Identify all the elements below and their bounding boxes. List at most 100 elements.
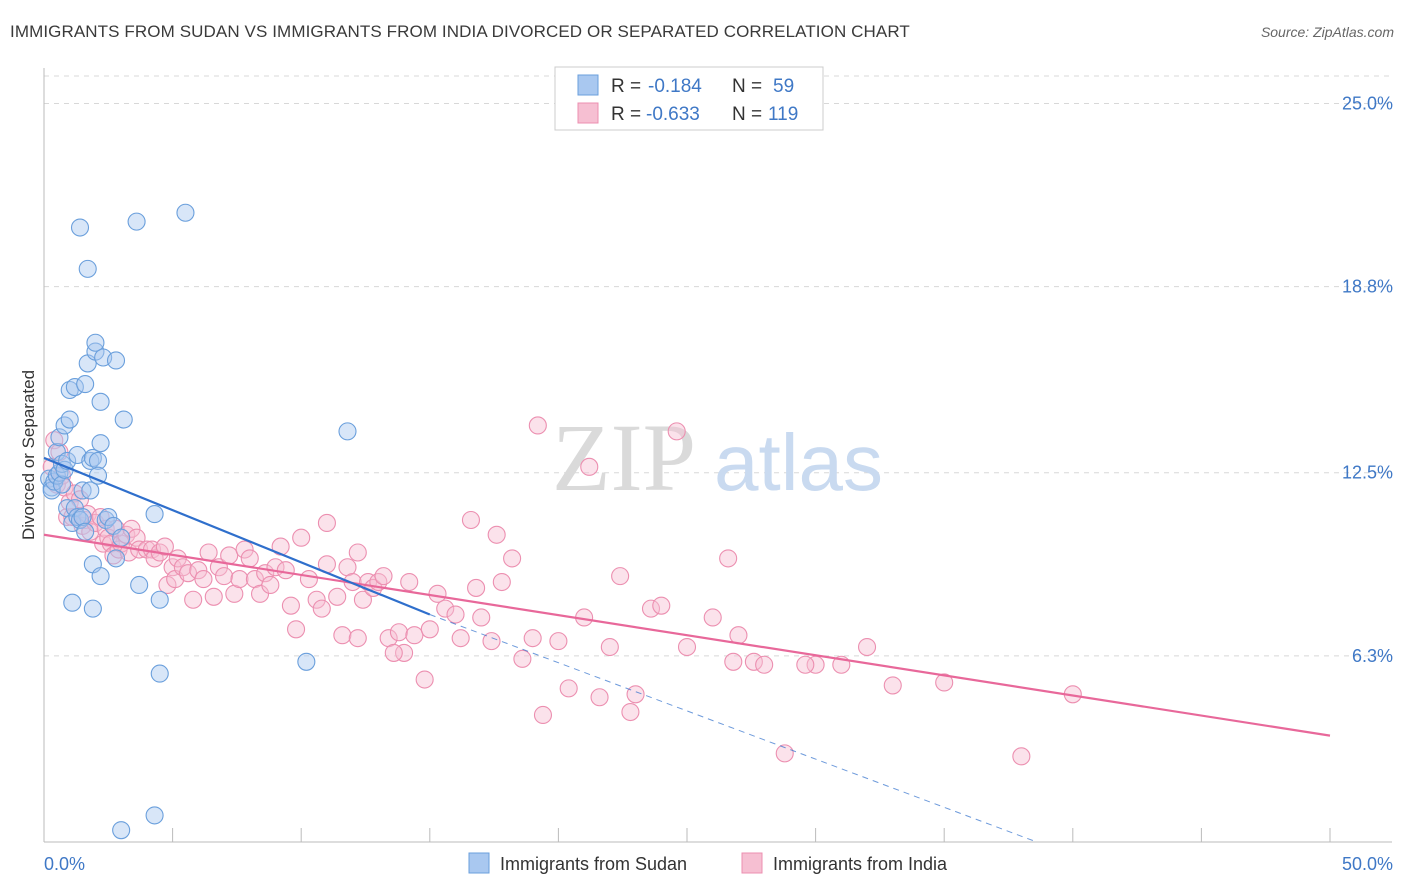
watermark-atlas: atlas — [714, 418, 883, 507]
india-point — [487, 525, 506, 544]
trend-lines — [43, 456, 1331, 843]
india-point — [395, 643, 414, 662]
india-point — [214, 567, 234, 586]
india-point — [348, 629, 367, 648]
sudan-point — [99, 507, 118, 527]
bottom-legend-label-sudan: Immigrants from Sudan — [500, 854, 687, 874]
india-point — [744, 652, 763, 671]
india-point — [261, 575, 280, 595]
india-point — [559, 679, 578, 698]
india-point — [549, 632, 568, 651]
india-point — [353, 590, 372, 609]
sudan-point — [297, 652, 316, 671]
sudan-point — [76, 375, 95, 394]
y-tick-labels: 6.3% 12.5% 18.8% 25.0% — [1342, 93, 1393, 665]
legend-n-label: N = — [732, 104, 762, 125]
sudan-point — [91, 434, 110, 453]
legend-swatch-sudan — [577, 74, 599, 96]
y-axis-label: Divorced or Separated — [19, 370, 38, 540]
legend-r-value: -0.184 — [648, 76, 702, 97]
india-point — [299, 570, 318, 589]
sudan-point — [112, 528, 131, 547]
sudan-point — [112, 821, 131, 840]
legend-r-label: R = — [611, 76, 641, 97]
india-point — [292, 528, 311, 547]
india-point — [240, 549, 259, 568]
india-point — [400, 572, 419, 592]
india-point — [312, 599, 331, 618]
india-point — [503, 549, 522, 568]
india-point — [523, 629, 542, 648]
y-tick-label: 6.3% — [1352, 646, 1393, 666]
india-point — [472, 608, 491, 627]
india-point — [184, 590, 203, 609]
india-point — [528, 416, 547, 435]
india-point — [729, 626, 748, 645]
sudan-point — [83, 599, 102, 618]
sudan-point — [68, 507, 87, 527]
stats-legend: R = -0.184 N = 59 R = -0.633 N = 119 — [554, 66, 824, 131]
india-point — [724, 652, 743, 671]
india-point — [348, 543, 367, 562]
india-point — [600, 637, 619, 657]
india-point — [91, 507, 110, 527]
india-point — [467, 578, 486, 597]
india-point — [127, 528, 146, 547]
india-point — [621, 702, 640, 722]
sudan-point — [176, 203, 195, 222]
india-point — [436, 599, 455, 618]
sudan-point — [338, 422, 357, 441]
sudan-point — [130, 575, 149, 595]
sudan-point — [70, 218, 90, 237]
india-point — [178, 564, 198, 583]
india-point — [389, 623, 408, 642]
x-ticks — [43, 828, 1331, 842]
sudan-point — [145, 505, 164, 524]
india-point — [328, 587, 347, 606]
sudan-point — [83, 448, 102, 468]
sudan-point — [150, 590, 169, 609]
india-point — [415, 670, 434, 689]
sudan-point — [73, 507, 92, 527]
sudan-point — [91, 392, 110, 411]
india-point — [611, 567, 630, 586]
india-point — [173, 558, 192, 577]
india-point — [451, 629, 470, 648]
sudan-point — [70, 510, 90, 530]
source-credit: Source: ZipAtlas.com — [1260, 24, 1394, 40]
chart-title: IMMIGRANTS FROM SUDAN VS IMMIGRANTS FROM… — [10, 22, 910, 41]
india-point — [281, 596, 300, 615]
y-tick-label: 18.8% — [1342, 277, 1393, 297]
bottom-legend-swatch-sudan — [468, 852, 490, 874]
watermark-zip: ZIP — [552, 404, 696, 511]
y-tick-label: 12.5% — [1342, 463, 1393, 483]
india-point — [204, 587, 223, 606]
sudan-point — [88, 451, 108, 470]
india-point — [333, 626, 352, 645]
legend-n-value: 119 — [768, 104, 798, 125]
sudan-point — [60, 410, 79, 429]
sudan-point — [106, 351, 126, 370]
sudan-point — [106, 549, 126, 568]
india-point — [755, 655, 774, 674]
sudan-point — [63, 593, 82, 612]
axes — [43, 68, 1392, 843]
legend-r-label: R = — [611, 104, 641, 125]
india-point — [775, 744, 794, 763]
india-point — [590, 688, 609, 707]
india-point — [420, 620, 439, 639]
sudan-point — [86, 333, 105, 352]
sudan-point — [145, 806, 164, 825]
india-point — [235, 540, 254, 559]
india-point — [374, 567, 393, 586]
bottom-legend-label-india: Immigrants from India — [773, 854, 948, 874]
india-point — [276, 561, 295, 580]
india-point — [117, 525, 136, 544]
india-trend-line — [43, 533, 1331, 737]
sudan-point — [81, 451, 100, 470]
sudan-point — [81, 481, 100, 500]
india-point — [482, 632, 501, 651]
stats-legend-box — [554, 66, 824, 131]
india-point — [220, 546, 239, 565]
